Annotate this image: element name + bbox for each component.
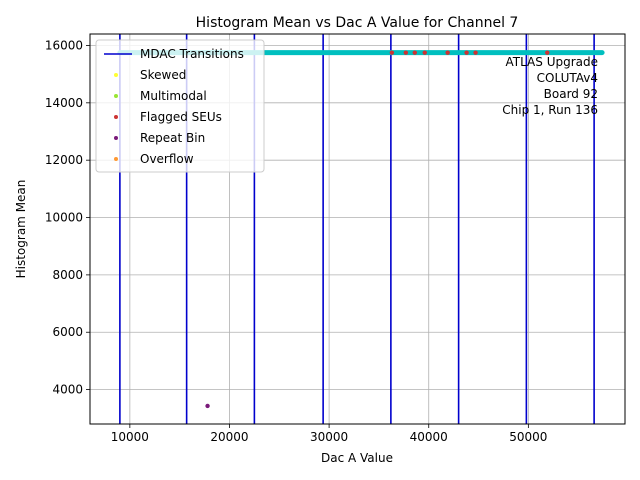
y-axis-label: Histogram Mean bbox=[14, 180, 28, 279]
annotation-line: Board 92 bbox=[544, 87, 598, 101]
legend-marker bbox=[114, 73, 118, 77]
y-tick-label: 12000 bbox=[45, 153, 83, 167]
y-axis-ticks: 4000 6000 8000 10000 12000 14000 16000 bbox=[45, 38, 90, 397]
x-tick-label: 20000 bbox=[210, 430, 248, 444]
x-tick-label: 10000 bbox=[111, 430, 149, 444]
flagged-seus-point bbox=[403, 50, 409, 55]
y-tick-label: 14000 bbox=[45, 96, 83, 110]
legend-marker bbox=[114, 136, 118, 140]
annotation-line: Chip 1, Run 136 bbox=[502, 103, 598, 117]
chart-title: Histogram Mean vs Dac A Value for Channe… bbox=[196, 15, 519, 31]
flagged-seus-point bbox=[389, 50, 395, 55]
flagged-seus-point bbox=[473, 50, 478, 55]
legend-marker bbox=[114, 157, 118, 161]
legend-box bbox=[95, 39, 265, 173]
flagged-seus-point bbox=[422, 50, 427, 55]
y-tick-label: 4000 bbox=[52, 383, 83, 397]
legend-label: Repeat Bin bbox=[140, 131, 205, 145]
legend-marker bbox=[114, 94, 118, 98]
x-tick-label: 30000 bbox=[310, 430, 348, 444]
legend-label: Overflow bbox=[140, 152, 194, 166]
flagged-points bbox=[205, 50, 550, 409]
y-tick-label: 8000 bbox=[52, 268, 83, 282]
flagged-seus-point bbox=[412, 50, 417, 55]
legend-marker bbox=[114, 115, 118, 119]
legend-label: Skewed bbox=[140, 68, 186, 82]
repeat-bin-point bbox=[205, 403, 210, 409]
flagged-seus-point bbox=[464, 50, 469, 55]
legend-label: MDAC Transitions bbox=[140, 47, 244, 61]
y-tick-label: 6000 bbox=[52, 325, 83, 339]
flagged-seus-point bbox=[545, 50, 550, 55]
run-annotation: ATLAS Upgrade COLUTAv4 Board 92 Chip 1, Run… bbox=[502, 55, 598, 117]
x-tick-label: 50000 bbox=[509, 430, 547, 444]
annotation-line: ATLAS Upgrade bbox=[505, 55, 598, 69]
annotation-line: COLUTAv4 bbox=[537, 71, 598, 85]
legend: MDAC Transitions Skewed Multimodal Flagged … bbox=[95, 39, 265, 173]
x-axis-label: Dac A Value bbox=[321, 451, 393, 465]
x-tick-label: 40000 bbox=[410, 430, 448, 444]
legend-label: Flagged SEUs bbox=[140, 110, 222, 124]
y-tick-label: 10000 bbox=[45, 211, 83, 225]
y-tick-label: 16000 bbox=[45, 38, 83, 52]
plot-frame bbox=[89, 33, 626, 425]
flagged-seus-point bbox=[445, 50, 450, 55]
legend-label: Multimodal bbox=[140, 89, 207, 103]
x-axis-ticks: 10000 20000 30000 40000 50000 bbox=[111, 424, 547, 444]
